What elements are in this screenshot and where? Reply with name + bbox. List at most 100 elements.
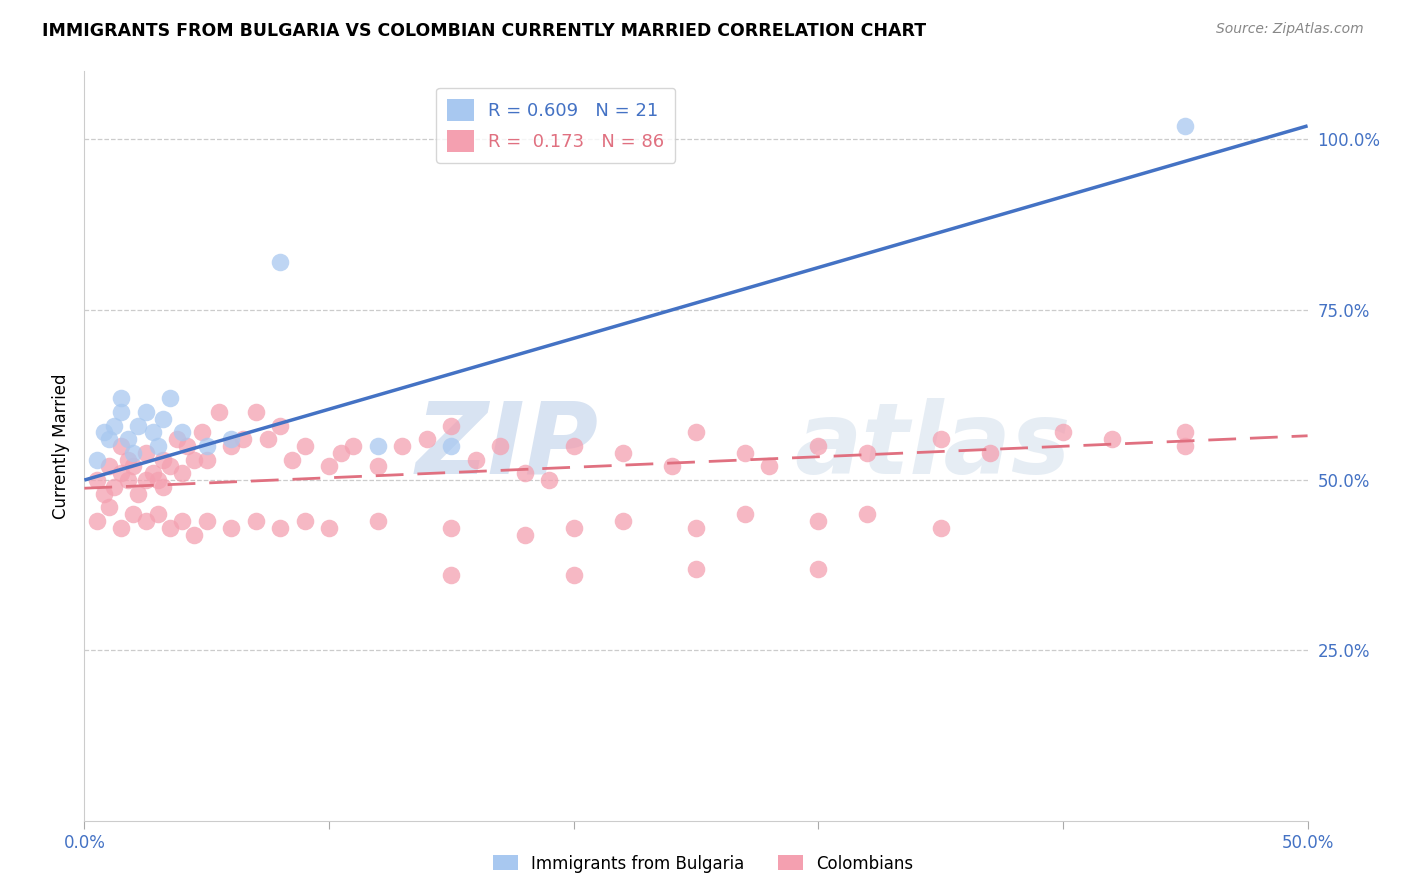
Point xyxy=(758,459,780,474)
Point xyxy=(142,467,165,481)
Point xyxy=(513,467,536,481)
Point xyxy=(807,439,830,453)
Point xyxy=(117,473,139,487)
Point xyxy=(367,459,389,474)
Legend: R = 0.609   N = 21, R =  0.173   N = 86: R = 0.609 N = 21, R = 0.173 N = 86 xyxy=(436,88,675,162)
Point xyxy=(159,392,181,406)
Point xyxy=(97,432,120,446)
Point xyxy=(856,507,879,521)
Text: Source: ZipAtlas.com: Source: ZipAtlas.com xyxy=(1216,22,1364,37)
Point xyxy=(219,521,242,535)
Point xyxy=(281,452,304,467)
Point xyxy=(117,452,139,467)
Point xyxy=(103,418,125,433)
Point xyxy=(1101,432,1123,446)
Point xyxy=(183,452,205,467)
Point xyxy=(195,439,218,453)
Point xyxy=(103,480,125,494)
Point xyxy=(110,439,132,453)
Point xyxy=(685,425,707,440)
Point xyxy=(391,439,413,453)
Point xyxy=(159,459,181,474)
Point xyxy=(146,507,169,521)
Point xyxy=(685,561,707,575)
Point xyxy=(342,439,364,453)
Text: IMMIGRANTS FROM BULGARIA VS COLOMBIAN CURRENTLY MARRIED CORRELATION CHART: IMMIGRANTS FROM BULGARIA VS COLOMBIAN CU… xyxy=(42,22,927,40)
Point xyxy=(86,473,108,487)
Point xyxy=(232,432,254,446)
Point xyxy=(110,467,132,481)
Point xyxy=(122,446,145,460)
Point xyxy=(269,255,291,269)
Point xyxy=(219,432,242,446)
Point xyxy=(562,521,585,535)
Point xyxy=(152,452,174,467)
Point xyxy=(195,514,218,528)
Point xyxy=(135,446,157,460)
Point xyxy=(440,418,463,433)
Point xyxy=(93,425,115,440)
Point xyxy=(166,432,188,446)
Point xyxy=(127,486,149,500)
Point xyxy=(86,452,108,467)
Point xyxy=(562,568,585,582)
Point xyxy=(685,521,707,535)
Point xyxy=(191,425,214,440)
Point xyxy=(513,527,536,541)
Point xyxy=(440,439,463,453)
Point xyxy=(612,446,634,460)
Point xyxy=(416,432,439,446)
Point xyxy=(330,446,353,460)
Point xyxy=(110,405,132,419)
Point xyxy=(807,514,830,528)
Point xyxy=(807,561,830,575)
Point xyxy=(93,486,115,500)
Legend: Immigrants from Bulgaria, Colombians: Immigrants from Bulgaria, Colombians xyxy=(486,848,920,880)
Point xyxy=(661,459,683,474)
Point xyxy=(127,418,149,433)
Point xyxy=(172,514,194,528)
Point xyxy=(146,439,169,453)
Point xyxy=(245,514,267,528)
Point xyxy=(117,432,139,446)
Point xyxy=(159,521,181,535)
Point xyxy=(367,439,389,453)
Point xyxy=(122,459,145,474)
Point xyxy=(294,514,316,528)
Point xyxy=(110,392,132,406)
Point xyxy=(612,514,634,528)
Point xyxy=(172,425,194,440)
Point xyxy=(195,452,218,467)
Point xyxy=(208,405,231,419)
Point xyxy=(142,425,165,440)
Point xyxy=(979,446,1001,460)
Point xyxy=(367,514,389,528)
Point xyxy=(1174,425,1197,440)
Point xyxy=(1052,425,1074,440)
Text: ZIP: ZIP xyxy=(415,398,598,494)
Point xyxy=(122,507,145,521)
Point xyxy=(440,568,463,582)
Point xyxy=(464,452,486,467)
Point xyxy=(269,418,291,433)
Point xyxy=(1174,119,1197,133)
Point xyxy=(440,521,463,535)
Point xyxy=(97,459,120,474)
Point xyxy=(97,500,120,515)
Point xyxy=(734,507,756,521)
Point xyxy=(1174,439,1197,453)
Point xyxy=(562,439,585,453)
Point xyxy=(856,446,879,460)
Point xyxy=(929,432,952,446)
Point xyxy=(489,439,512,453)
Point xyxy=(538,473,561,487)
Point xyxy=(219,439,242,453)
Point xyxy=(86,514,108,528)
Point xyxy=(172,467,194,481)
Point xyxy=(110,521,132,535)
Point xyxy=(245,405,267,419)
Point xyxy=(269,521,291,535)
Point xyxy=(135,405,157,419)
Y-axis label: Currently Married: Currently Married xyxy=(52,373,70,519)
Point xyxy=(318,521,340,535)
